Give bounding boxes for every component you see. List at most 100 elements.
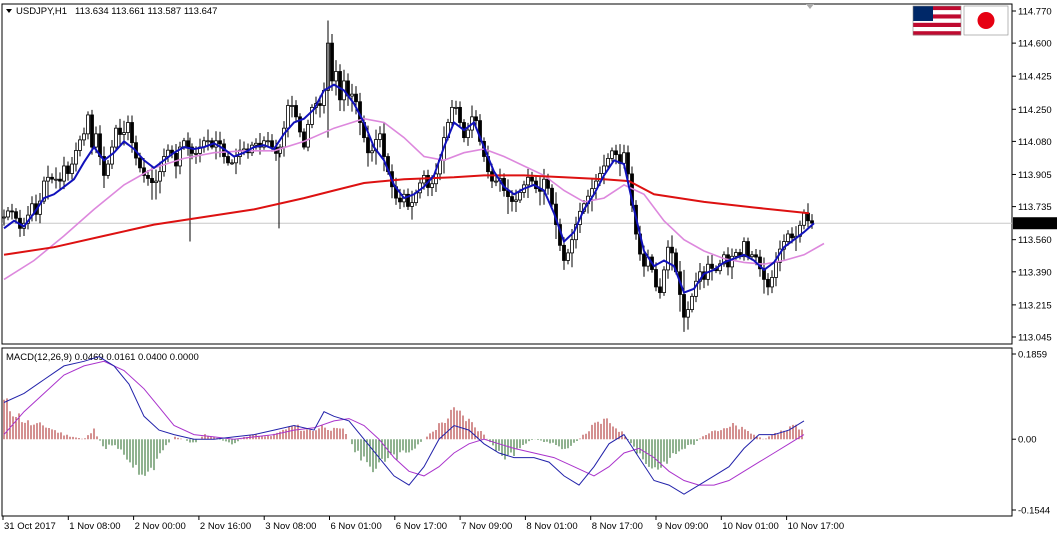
candle bbox=[334, 60, 338, 96]
candle bbox=[266, 132, 270, 147]
candle-body bbox=[730, 255, 734, 268]
candle-body bbox=[54, 178, 58, 181]
candle-body bbox=[746, 241, 750, 258]
candle bbox=[158, 161, 162, 194]
candle-body bbox=[218, 140, 222, 145]
candle bbox=[654, 262, 658, 292]
candle-body bbox=[734, 252, 738, 257]
candle-body bbox=[194, 152, 198, 155]
candle bbox=[6, 207, 10, 221]
candle bbox=[690, 293, 694, 313]
candle-body bbox=[510, 196, 514, 202]
candle-body bbox=[406, 193, 410, 207]
japan-flag-icon bbox=[963, 5, 1009, 36]
ma-mid-line bbox=[3, 117, 825, 281]
candle bbox=[730, 248, 734, 279]
candle bbox=[626, 145, 630, 180]
price-tick-label: 113.215 bbox=[1018, 300, 1052, 311]
candle bbox=[458, 101, 462, 127]
candle-body bbox=[10, 210, 14, 213]
candle bbox=[770, 270, 774, 294]
candle bbox=[686, 301, 690, 330]
candle bbox=[566, 248, 570, 265]
candle-body bbox=[806, 212, 810, 222]
candle-body bbox=[690, 295, 694, 310]
candle-body bbox=[338, 71, 342, 101]
macd-tick-label: 0.00 bbox=[1018, 435, 1037, 446]
macd-tick-label: -0.1544 bbox=[1018, 506, 1050, 517]
ma-fast-line bbox=[3, 83, 815, 294]
candle-body bbox=[366, 137, 370, 154]
price-tick-label: 113.560 bbox=[1018, 235, 1052, 246]
candle-body bbox=[770, 277, 774, 288]
candle-body bbox=[606, 158, 610, 167]
time-tick-label: 2 Nov 00:00 bbox=[135, 521, 186, 532]
candle-body bbox=[146, 175, 150, 179]
candle-body bbox=[138, 157, 142, 169]
time-tick-label: 7 Nov 09:00 bbox=[461, 521, 512, 532]
candle bbox=[354, 86, 358, 115]
time-tick-label: 10 Nov 17:00 bbox=[788, 521, 845, 532]
candle-body bbox=[410, 202, 414, 207]
price-tick-label: 114.770 bbox=[1018, 7, 1052, 18]
candle-body bbox=[626, 152, 630, 175]
candle bbox=[294, 100, 298, 122]
candle-body bbox=[150, 178, 154, 183]
candle bbox=[262, 136, 266, 150]
candle-body bbox=[750, 254, 754, 258]
candle bbox=[90, 109, 94, 155]
time-tick-label: 9 Nov 09:00 bbox=[657, 521, 708, 532]
time-tick-label: 8 Nov 17:00 bbox=[592, 521, 643, 532]
candle bbox=[302, 128, 306, 150]
candle bbox=[406, 188, 410, 211]
candle-body bbox=[430, 183, 434, 188]
candle-body bbox=[562, 244, 566, 261]
candle bbox=[570, 229, 574, 268]
candle bbox=[606, 153, 610, 171]
candle-body bbox=[658, 286, 662, 293]
macd-tick-label: 0.1859 bbox=[1018, 350, 1047, 361]
candle bbox=[142, 158, 146, 183]
macd-histogram bbox=[3, 398, 803, 476]
candle-body bbox=[802, 212, 806, 226]
candle bbox=[494, 174, 498, 187]
candle-body bbox=[602, 165, 606, 174]
candle-body bbox=[810, 220, 814, 224]
candle-body bbox=[334, 71, 338, 82]
candle bbox=[46, 165, 50, 200]
time-tick-label: 2 Nov 16:00 bbox=[200, 521, 251, 532]
price-tick-label: 114.080 bbox=[1018, 137, 1052, 148]
price-axis: 114.770 114.600 114.425 114.250 114.080 113.9… bbox=[1012, 7, 1052, 344]
candle bbox=[330, 34, 334, 91]
candle-body bbox=[670, 246, 674, 254]
candle-body bbox=[526, 176, 530, 186]
candle bbox=[106, 159, 110, 179]
shift-marker-icon bbox=[806, 4, 814, 9]
candle-body bbox=[642, 253, 646, 267]
price-tick-label: 113.045 bbox=[1018, 333, 1052, 344]
candle bbox=[54, 167, 58, 189]
candle-body bbox=[2, 216, 6, 219]
candle-body bbox=[58, 178, 62, 182]
candle-body bbox=[350, 93, 354, 97]
candle-body bbox=[566, 252, 570, 261]
current-price-box bbox=[1013, 217, 1057, 230]
current-price-label: 113.647 bbox=[1016, 219, 1050, 230]
candle bbox=[86, 111, 90, 140]
candle-body bbox=[78, 139, 82, 151]
candle bbox=[610, 147, 614, 162]
candle bbox=[146, 170, 150, 186]
candle bbox=[230, 159, 234, 166]
candle bbox=[78, 135, 82, 157]
candle-body bbox=[270, 140, 274, 148]
candle-body bbox=[546, 178, 550, 189]
price-tick-label: 113.905 bbox=[1018, 170, 1052, 181]
chart-header: USDJPY,H1 113.634 113.661 113.587 113.647 bbox=[6, 6, 217, 17]
time-tick-label: 6 Nov 01:00 bbox=[331, 521, 382, 532]
candle-body bbox=[494, 180, 498, 183]
candle bbox=[306, 119, 310, 152]
macd-signal-line bbox=[3, 360, 805, 486]
candle-body bbox=[294, 105, 298, 118]
